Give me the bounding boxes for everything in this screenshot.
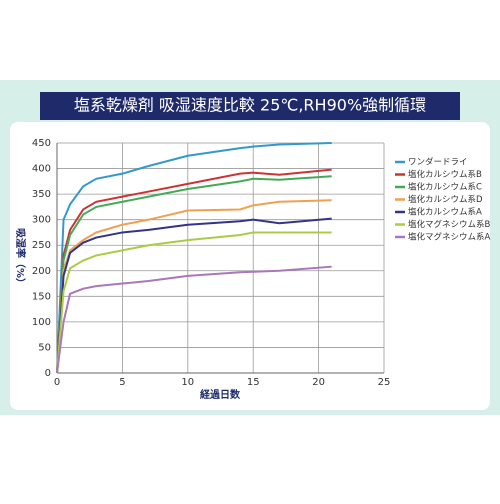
x-axis-label: 経過日数 [200,388,241,401]
y-tick-label: 100 [32,317,51,328]
legend-label: 塩化マグネシウム系A [408,232,491,243]
y-tick-label: 300 [32,215,51,226]
x-tick-label: 15 [247,377,260,388]
y-axis-label: 吸湿率（%） [14,228,27,288]
y-tick-label: 450 [32,138,51,149]
legend-label: ワンダードライ [408,157,468,168]
title-banner [40,92,460,120]
y-tick-label: 350 [32,189,51,200]
series-line [56,265,332,374]
y-tick-label: 0 [45,368,51,379]
series-line [56,231,332,374]
x-tick-label: 5 [119,377,125,388]
series-line [56,217,332,374]
series-line [56,168,332,374]
legend-label: 塩化カルシウム系A [408,207,482,218]
legend-label: 塩化マグネシウム系B [408,219,491,230]
y-tick-label: 400 [32,164,51,175]
legend-label: 塩化カルシウム系B [408,169,482,180]
x-tick-label: 0 [54,377,60,388]
series-line [56,175,332,374]
legend-label: 塩化カルシウム系D [408,194,483,205]
y-tick-label: 250 [32,240,51,251]
legend-label: 塩化カルシウム系C [408,182,482,193]
y-tick-label: 150 [32,291,51,302]
y-tick-label: 50 [38,342,51,353]
x-tick-label: 10 [181,377,194,388]
series-line [56,142,332,374]
x-tick-label: 20 [312,377,325,388]
x-tick-label: 25 [378,377,391,388]
chart-title: 塩系乾燥剤 吸湿速度比較 25℃,RH90%強制循環 [74,96,426,115]
y-tick-label: 200 [32,266,51,277]
